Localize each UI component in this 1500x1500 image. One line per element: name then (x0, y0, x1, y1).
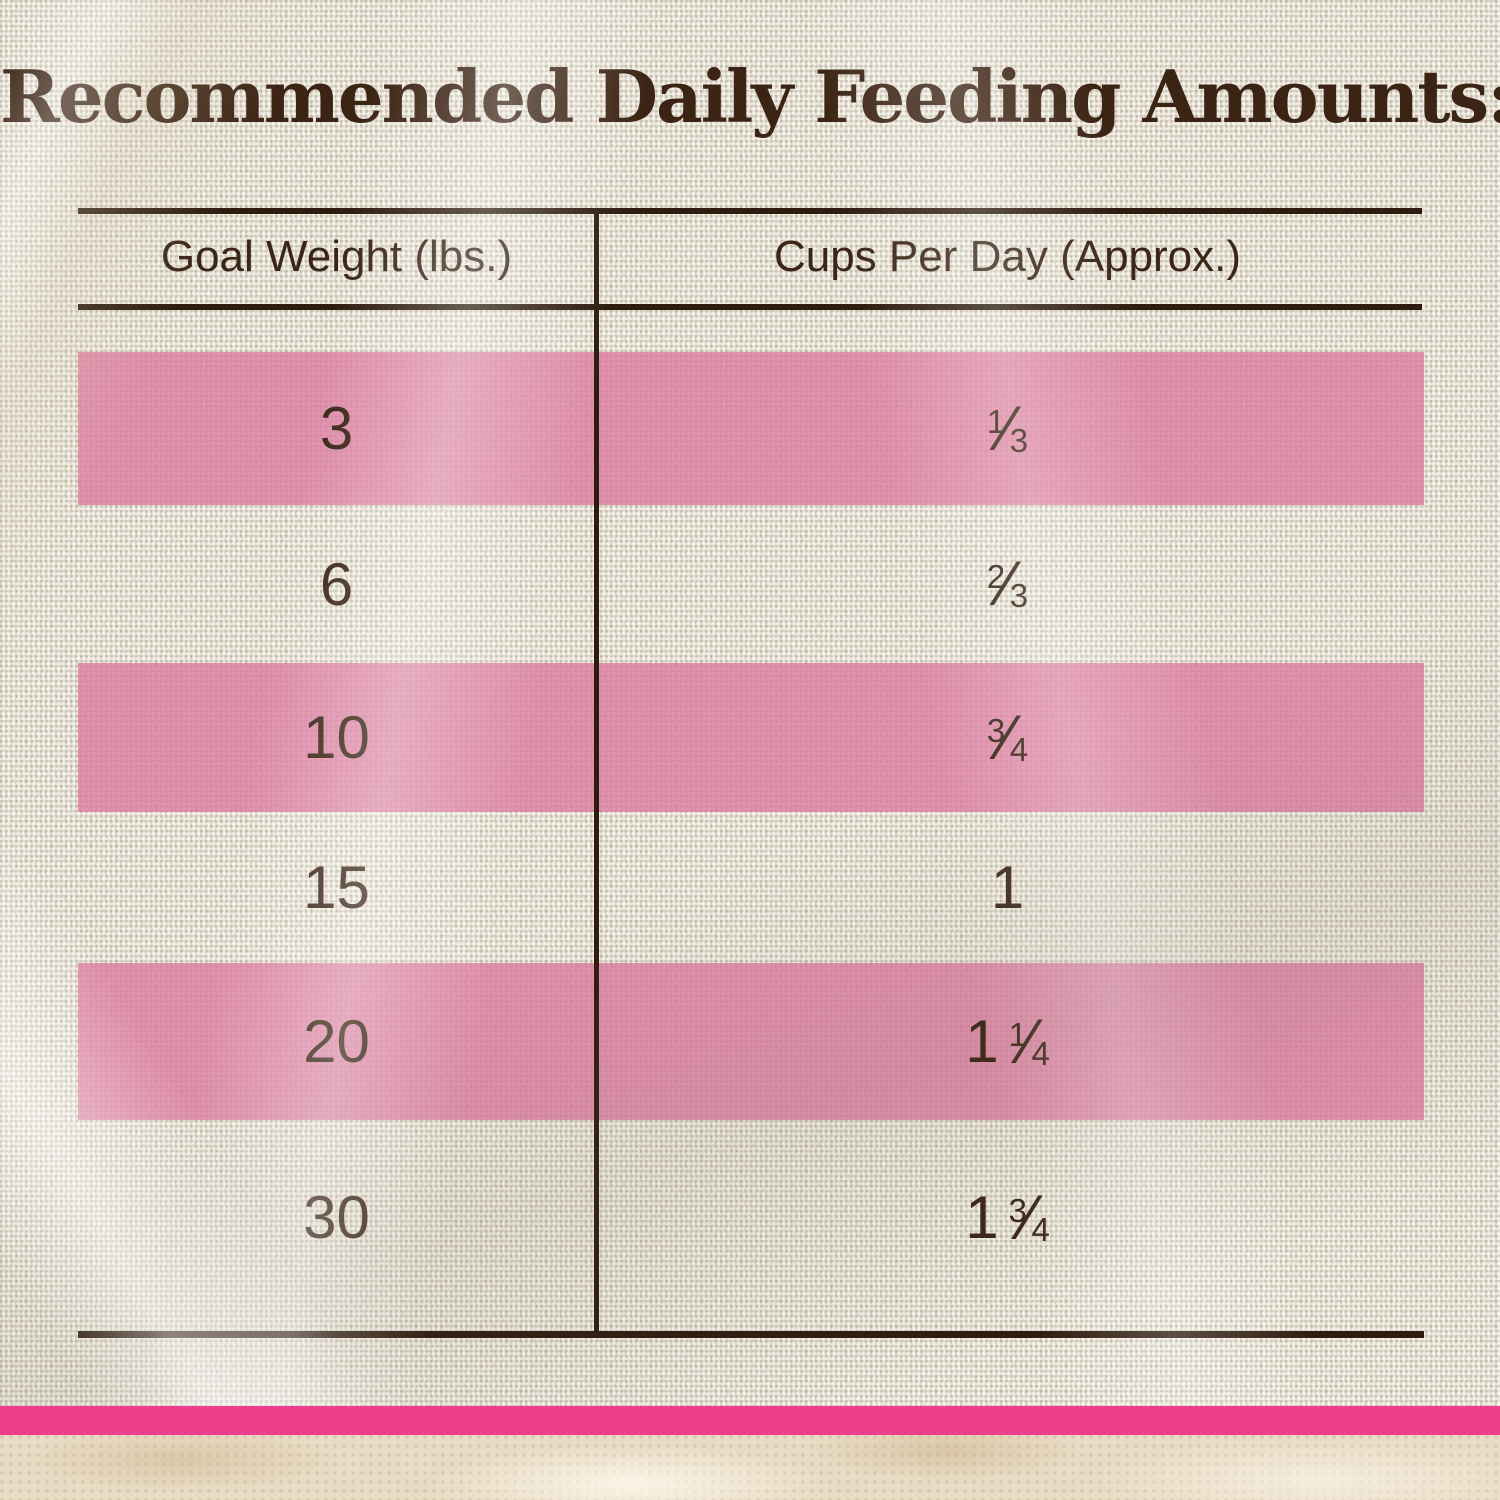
header-goal-weight: Goal Weight (lbs.) (160, 232, 513, 281)
goal-weight-value: 6 (319, 550, 354, 618)
row-highlight-stripe (78, 352, 1424, 505)
table-row: 3 1⁄3 (78, 352, 1420, 505)
column-divider (594, 208, 599, 1338)
cups-fraction: 2⁄3 (986, 549, 1029, 619)
fraction-slash: ⁄ (1023, 1006, 1035, 1077)
cups-fraction: 1⁄3 (986, 393, 1029, 464)
table-row: 10 3⁄4 (78, 663, 1420, 812)
marble-footer (0, 1435, 1500, 1500)
table-bottom-border (78, 1331, 1424, 1338)
row-highlight-stripe (78, 663, 1424, 812)
cups-fraction: 3⁄4 (986, 702, 1029, 773)
page-title: Recommended Daily Feeding Amounts: (0, 54, 1500, 139)
goal-weight-value: 15 (303, 854, 370, 921)
goal-weight-value: 10 (303, 704, 370, 771)
cups-per-day-value: 2⁄3 (595, 505, 1420, 663)
cups-per-day-value: 1⁄ (595, 812, 1420, 963)
fraction-slash: ⁄ (1002, 549, 1013, 619)
goal-weight-value: 30 (303, 1184, 370, 1251)
table-row: 20 1 1⁄4 (78, 963, 1420, 1120)
cups-whole-number: 1 (990, 854, 1025, 921)
table-row: 6 2⁄3 (78, 505, 1420, 663)
fraction-slash: ⁄ (1002, 393, 1013, 464)
goal-weight-value: 20 (303, 1008, 370, 1075)
bottom-accent-bar (0, 1406, 1500, 1435)
cups-per-day-value: 1 3⁄4 (595, 1120, 1420, 1315)
cups-fraction: 3⁄4 (1008, 1182, 1050, 1253)
cups-per-day-value: 1⁄3 (595, 352, 1420, 505)
cups-per-day-value: 1 1⁄4 (595, 963, 1420, 1120)
fraction-slash: ⁄ (1002, 702, 1013, 773)
cups-per-day-value: 3⁄4 (595, 663, 1420, 812)
cups-whole-number: 1 (965, 1184, 999, 1251)
table-row: 15 1⁄ (78, 812, 1420, 963)
table-header-row: Goal Weight (lbs.) Cups Per Day (Approx.… (78, 214, 1420, 300)
cups-fraction: 1⁄4 (1008, 1006, 1050, 1077)
row-highlight-stripe (78, 963, 1424, 1120)
header-bottom-border (78, 304, 1422, 310)
cups-whole-number: 1 (965, 1008, 999, 1075)
table-top-border (78, 208, 1422, 214)
fraction-slash: ⁄ (1023, 1182, 1035, 1253)
table-row: 30 1 3⁄4 (78, 1120, 1420, 1315)
header-cups-per-day: Cups Per Day (Approx.) (773, 232, 1242, 281)
goal-weight-value: 3 (319, 395, 354, 462)
